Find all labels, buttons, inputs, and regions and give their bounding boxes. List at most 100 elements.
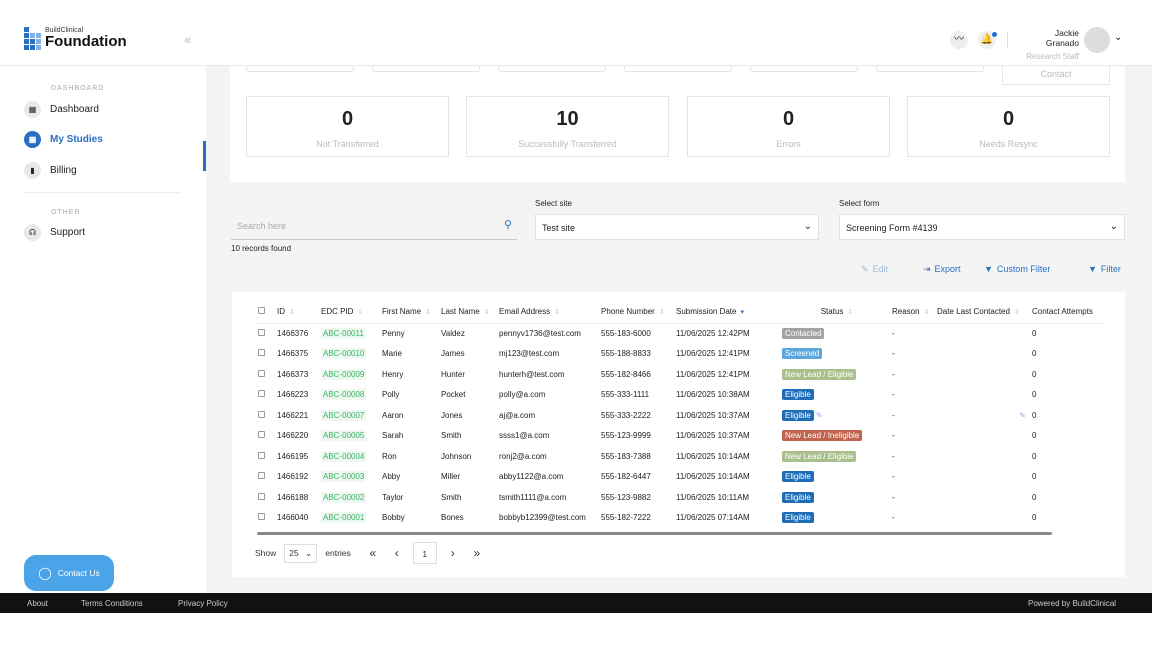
table-row[interactable]: 1466375 ABC-00010 Marie James mj123@test.com… xyxy=(258,344,1105,365)
footer-link-terms[interactable]: Terms Conditions xyxy=(81,599,143,608)
row-checkbox[interactable] xyxy=(258,410,265,418)
user-info[interactable]: Jackie Granado Research Staff xyxy=(1021,28,1079,61)
edit-button[interactable]: ✎ Edit xyxy=(861,264,888,275)
sort-icon[interactable]: ⇕ xyxy=(658,309,665,317)
column-header[interactable]: EDC PID ⇕ xyxy=(321,301,382,324)
footer-link-privacy[interactable]: Privacy Policy xyxy=(178,599,228,608)
filter-button[interactable]: ▼ Filter xyxy=(1088,264,1121,274)
email: aj@a.com xyxy=(499,410,536,420)
table-row[interactable]: 1466221 ABC-00007 Aaron Jones aj@a.com 555-33… xyxy=(258,405,1105,426)
column-header-label: EDC PID xyxy=(321,307,354,317)
sort-icon[interactable]: ⇕ xyxy=(425,309,431,317)
edc-pid[interactable]: ABC-00005 xyxy=(321,430,367,442)
table-cell: 555-333-1111 xyxy=(601,385,676,406)
table-row[interactable]: 1466195 ABC-00004 Ron Johnson ronj2@a.com 555… xyxy=(258,446,1105,467)
contact-us-button[interactable]: ◯ Contact Us xyxy=(24,555,114,591)
row-checkbox[interactable] xyxy=(258,369,265,377)
table-row[interactable]: 1466040 ABC-00001 Bobby Bones bobbyb12399@te… xyxy=(258,508,1105,529)
edc-pid[interactable]: ABC-00010 xyxy=(321,348,367,360)
sort-icon[interactable]: ⇕ xyxy=(357,309,364,317)
sort-icon[interactable]: ⇕ xyxy=(554,309,561,317)
row-checkbox[interactable] xyxy=(258,349,265,357)
site-value: Test site xyxy=(542,223,576,233)
edc-pid[interactable]: ABC-00001 xyxy=(321,512,367,524)
sort-icon[interactable]: ⇕ xyxy=(923,309,930,317)
entries-select[interactable]: 25 ⌄ xyxy=(284,543,318,563)
column-header[interactable]: Reason ⇕ xyxy=(892,301,937,324)
bell-icon[interactable]: 🔔 xyxy=(978,31,997,49)
horizontal-scrollbar[interactable] xyxy=(257,532,1052,535)
table-row[interactable]: 1466376 ABC-00011 Penny Valdez pennyv1736@te… xyxy=(258,323,1105,344)
column-header[interactable]: Submission Date ▾ xyxy=(676,301,782,324)
column-header[interactable]: Last Name ⇕ xyxy=(441,301,499,324)
table-cell: Eligible xyxy=(782,385,892,406)
logo[interactable]: BuildClinical Foundation xyxy=(24,27,127,50)
last-page-icon[interactable]: » xyxy=(473,546,481,560)
edit-status-icon[interactable]: ✎ xyxy=(813,410,823,420)
edc-pid[interactable]: ABC-00003 xyxy=(321,471,367,483)
sidebar-item-billing[interactable]: ▮ Billing xyxy=(24,162,77,179)
tab-contact[interactable]: Contact xyxy=(1002,66,1110,85)
contact-attempts: 0 xyxy=(1032,472,1037,482)
sidebar-item-dashboard[interactable]: ▦ Dashboard xyxy=(24,101,99,118)
site-select[interactable]: Test site ⌄ xyxy=(535,214,819,240)
footer-link-about[interactable]: About xyxy=(27,599,48,608)
column-header-label: Phone Number xyxy=(601,307,655,317)
sidebar-item-support[interactable]: ☊ Support xyxy=(24,224,85,241)
chevron-down-icon[interactable]: ⌄ xyxy=(1114,32,1123,43)
table-row[interactable]: 1466192 ABC-00003 Abby Miller abby1122@a.com… xyxy=(258,467,1105,488)
table-cell: Contacted xyxy=(782,323,892,344)
column-header[interactable]: Email Address ⇕ xyxy=(499,301,601,324)
sort-icon[interactable]: ⇕ xyxy=(289,309,295,317)
collapse-sidebar-icon[interactable]: « xyxy=(184,32,192,47)
edc-pid[interactable]: ABC-00002 xyxy=(321,491,367,503)
first-name: Aaron xyxy=(382,410,404,420)
edit-date-icon[interactable]: ✎ xyxy=(1019,410,1026,420)
current-page[interactable]: 1 xyxy=(412,542,437,564)
select-all-checkbox[interactable] xyxy=(258,301,277,324)
table-cell: 11/06/2025 10:14AM xyxy=(676,446,782,467)
column-header[interactable]: Date Last Contacted ⇕ xyxy=(937,301,1032,324)
row-checkbox[interactable] xyxy=(258,431,265,439)
edc-pid[interactable]: ABC-00009 xyxy=(321,368,367,380)
sort-icon[interactable]: ⇕ xyxy=(1013,309,1020,317)
column-header[interactable]: ID ⇕ xyxy=(277,301,321,324)
export-button[interactable]: ⇥ Export xyxy=(923,264,961,275)
next-page-icon[interactable]: › xyxy=(450,546,455,560)
row-checkbox[interactable] xyxy=(258,472,265,480)
row-checkbox[interactable] xyxy=(258,390,265,398)
row-checkbox[interactable] xyxy=(258,451,265,459)
table-cell: Penny xyxy=(382,323,441,344)
edc-pid[interactable]: ABC-00004 xyxy=(321,450,367,462)
edc-pid[interactable]: ABC-00011 xyxy=(321,328,366,339)
table-cell: 1466188 xyxy=(277,487,321,508)
column-header-label: Submission Date xyxy=(676,307,737,317)
row-checkbox[interactable] xyxy=(258,329,265,336)
column-header[interactable]: First Name ⇕ xyxy=(382,301,441,324)
table-row[interactable]: 1466188 ABC-00002 Taylor Smith tsmith1111@a.… xyxy=(258,487,1105,508)
sort-desc-icon[interactable]: ▾ xyxy=(740,309,744,317)
avatar[interactable] xyxy=(1084,27,1110,53)
table-row[interactable]: 1466220 ABC-00005 Sarah Smith ssss1@a.com 555… xyxy=(258,426,1105,447)
column-header[interactable]: Status ⇕ xyxy=(782,301,892,324)
sidebar-item-my-studies[interactable]: ▦ My Studies xyxy=(24,131,103,148)
table-cell: Taylor xyxy=(382,487,441,508)
sidebar-item-label: Dashboard xyxy=(50,104,99,115)
search-input[interactable]: Search here ⚲ xyxy=(231,212,517,240)
first-page-icon[interactable]: « xyxy=(369,546,377,560)
custom-filter-button[interactable]: ▼ Custom Filter xyxy=(984,264,1050,274)
row-checkbox[interactable] xyxy=(258,513,265,521)
sort-icon[interactable]: ⇕ xyxy=(847,309,854,317)
row-checkbox[interactable] xyxy=(258,492,265,500)
table-row[interactable]: 1466223 ABC-00008 Polly Pocket polly@a.com 55… xyxy=(258,385,1105,406)
column-header[interactable]: Contact Attempts xyxy=(1032,301,1105,324)
search-icon[interactable]: ⚲ xyxy=(503,219,512,231)
activity-icon[interactable]: 〰 xyxy=(950,31,968,49)
form-select[interactable]: Screening Form #4139 ⌄ xyxy=(839,214,1125,240)
prev-page-icon[interactable]: ‹ xyxy=(394,546,399,560)
table-row[interactable]: 1466373 ABC-00009 Henry Hunter hunterh@test.… xyxy=(258,364,1105,385)
edc-pid[interactable]: ABC-00007 xyxy=(321,409,367,421)
sort-icon[interactable]: ⇕ xyxy=(483,309,490,317)
edc-pid[interactable]: ABC-00008 xyxy=(321,389,367,401)
column-header[interactable]: Phone Number ⇕ xyxy=(601,301,676,324)
